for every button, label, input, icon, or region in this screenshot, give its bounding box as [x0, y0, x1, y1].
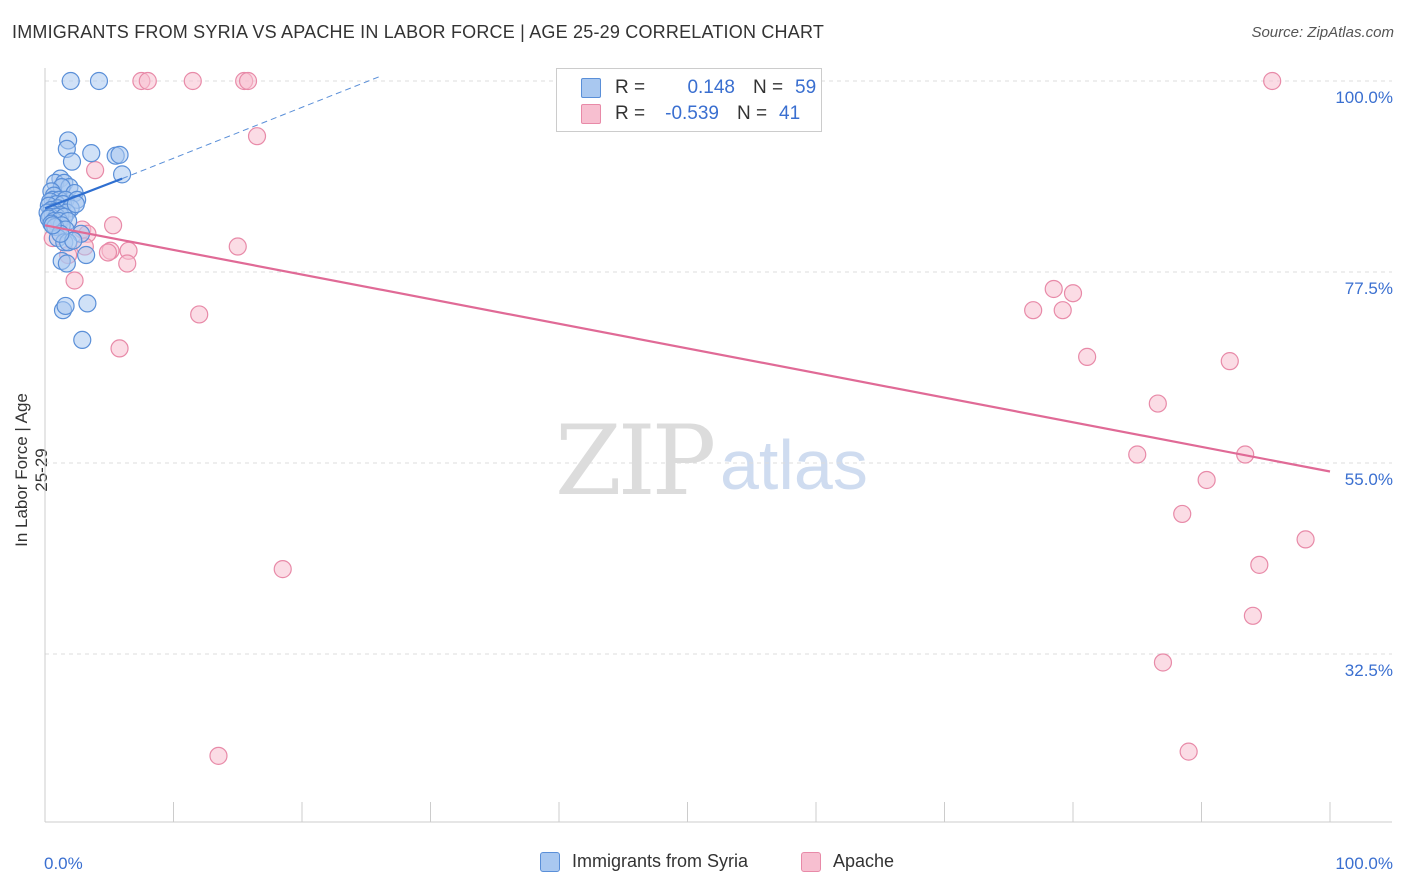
apache-point	[273, 560, 292, 579]
apache-point	[1197, 470, 1216, 490]
legend-item-syria[interactable]: Immigrants from Syria	[540, 851, 748, 872]
series-legend: Immigrants from Syria Apache	[0, 851, 1406, 879]
legend-label-apache: Apache	[833, 851, 895, 871]
syria-point	[78, 294, 97, 313]
syria-point	[82, 144, 101, 163]
syria-r-value: 0.148	[687, 77, 735, 98]
apache-point	[183, 71, 202, 91]
stats-legend-row-syria: R = 0.148 N = 59	[581, 76, 816, 100]
apache-point	[110, 339, 129, 358]
apache-r-label: R =	[615, 103, 646, 124]
syria-point	[89, 71, 109, 91]
syria-point	[43, 216, 62, 235]
syria-point	[110, 145, 129, 164]
apache-swatch	[581, 104, 601, 124]
syria-point	[62, 152, 82, 171]
apache-point	[138, 71, 157, 91]
apache-n-label: N =	[737, 103, 768, 124]
syria-point	[61, 71, 80, 91]
x-tick-label: 0.0%	[44, 854, 83, 873]
watermark-atlas: atlas	[720, 426, 868, 504]
apache-point	[247, 127, 267, 146]
legend-swatch-syria	[540, 851, 560, 872]
syria-trend-extension	[121, 76, 380, 180]
apache-n-value: 41	[779, 103, 801, 124]
apache-point	[1250, 555, 1269, 574]
syria-r-label: R =	[615, 77, 646, 98]
apache-point	[1078, 347, 1097, 366]
apache-point	[1179, 742, 1198, 761]
syria-point	[73, 330, 92, 350]
apache-point	[1024, 301, 1043, 320]
apache-point	[104, 216, 123, 235]
legend-label-syria: Immigrants from Syria	[572, 851, 749, 871]
syria-point	[57, 254, 76, 273]
syria-point	[112, 165, 132, 184]
apache-point	[238, 71, 258, 91]
syria-n-label: N =	[753, 77, 784, 98]
syria-trend-line	[44, 177, 123, 210]
source-label: Source: ZipAtlas.com	[1251, 24, 1394, 41]
apache-point	[1153, 653, 1173, 672]
apache-point	[98, 243, 118, 262]
legend-item-apache[interactable]: Apache	[801, 851, 894, 872]
syria-swatch	[581, 78, 601, 98]
apache-point	[1296, 530, 1315, 549]
y-tick-label: 55.0%	[1345, 470, 1393, 489]
x-tick-label: 100.0%	[1335, 854, 1393, 873]
apache-point	[1148, 394, 1167, 413]
y-tick-label: 77.5%	[1345, 279, 1393, 298]
apache-point	[190, 305, 209, 324]
apache-trend-line	[44, 224, 1331, 473]
legend-swatch-apache	[801, 851, 821, 872]
apache-point	[1263, 71, 1282, 91]
apache-point	[1063, 284, 1083, 303]
apache-point	[1044, 279, 1063, 299]
y-tick-label: 100.0%	[1335, 88, 1393, 107]
apache-point	[1173, 504, 1192, 524]
apache-r-value: -0.539	[665, 103, 719, 124]
syria-n-value: 59	[795, 77, 817, 98]
syria-point	[77, 245, 96, 265]
apache-point	[1053, 301, 1072, 320]
syria-point	[56, 296, 75, 316]
y-tick-label: 32.5%	[1345, 661, 1393, 680]
apache-point	[209, 746, 228, 765]
apache-point	[1128, 445, 1147, 464]
stats-legend: R = 0.148 N = 59 R = -0.539 N = 41	[556, 68, 822, 132]
apache-point	[1243, 606, 1263, 625]
apache-point	[86, 161, 105, 180]
apache-point	[65, 271, 84, 290]
watermark-zip: ZIP	[555, 405, 716, 517]
stats-legend-row-apache: R = -0.539 N = 41	[581, 102, 800, 126]
apache-point	[228, 237, 247, 256]
chart-title: IMMIGRANTS FROM SYRIA VS APACHE IN LABOR…	[12, 22, 825, 42]
apache-point	[1220, 352, 1239, 371]
apache-point	[118, 254, 137, 273]
